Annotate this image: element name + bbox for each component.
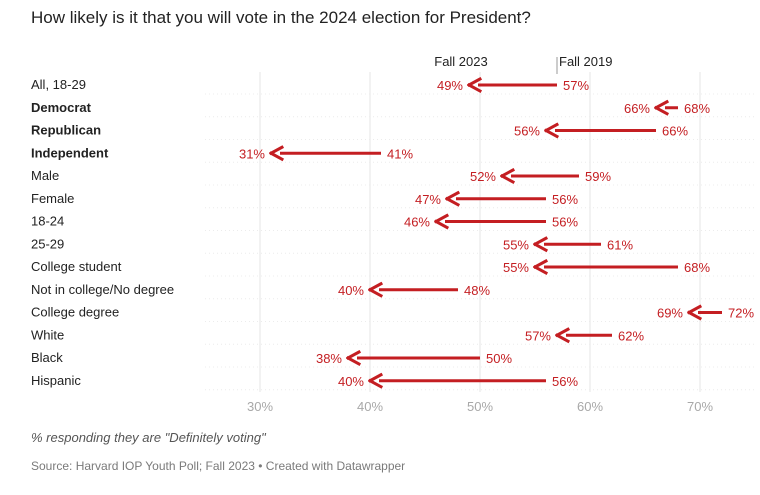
arrowhead-icon — [499, 167, 516, 185]
chart-row: Republican 56% 66% — [31, 122, 688, 139]
value-label-fall-2019: 56% — [552, 192, 578, 207]
arrowhead-icon — [653, 99, 670, 116]
arrowhead-icon — [444, 190, 461, 207]
arrowhead-icon — [367, 372, 384, 389]
value-label-fall-2023: 66% — [624, 101, 650, 116]
value-label-fall-2019: 68% — [684, 260, 710, 275]
arrowhead-icon — [466, 76, 483, 94]
series-labels: Fall 2023 Fall 2019 — [434, 54, 612, 74]
chart-row: Independent 31% 41% — [31, 145, 413, 162]
arrowhead-icon — [268, 145, 285, 162]
chart-row: College degree 69% 72% — [31, 304, 754, 321]
value-label-fall-2023: 69% — [657, 306, 683, 321]
value-label-fall-2019: 72% — [728, 306, 754, 321]
value-label-fall-2019: 59% — [585, 169, 611, 184]
x-tick-label: 50% — [467, 399, 493, 414]
row-label: College degree — [31, 305, 119, 320]
x-tick-label: 60% — [577, 399, 603, 414]
chart-row: All, 18-29 49% 57% — [31, 76, 589, 94]
row-label: Hispanic — [31, 373, 81, 388]
value-label-fall-2019: 48% — [464, 283, 490, 298]
x-tick-label: 70% — [687, 399, 713, 414]
arrowhead-icon — [686, 304, 703, 321]
chart-row: Black 38% 50% — [31, 349, 512, 367]
row-label: Male — [31, 168, 59, 183]
value-label-fall-2023: 40% — [338, 283, 364, 298]
arrowhead-icon — [532, 236, 549, 253]
value-label-fall-2023: 40% — [338, 374, 364, 389]
value-label-fall-2019: 68% — [684, 101, 710, 116]
series-label-fall-2023: Fall 2023 — [434, 54, 487, 69]
chart-row: 18-24 46% 56% — [31, 213, 578, 230]
row-label: Not in college/No degree — [31, 282, 174, 297]
chart-row: Hispanic 40% 56% — [31, 372, 578, 389]
chart-row: College student 55% 68% — [31, 258, 710, 276]
row-label: White — [31, 327, 64, 342]
value-label-fall-2023: 56% — [514, 124, 540, 139]
chart-title: How likely is it that you will vote in t… — [31, 8, 531, 27]
chart-rows: All, 18-29 49% 57% Democrat 66% 68% Republican… — [31, 76, 754, 389]
value-label-fall-2019: 57% — [563, 78, 589, 93]
value-label-fall-2023: 55% — [503, 260, 529, 275]
row-label: Black — [31, 350, 63, 365]
chart-row: Male 52% 59% — [31, 167, 611, 185]
arrowhead-icon — [554, 327, 571, 344]
chart-row: 25-29 55% 61% — [31, 236, 633, 253]
value-label-fall-2023: 31% — [239, 146, 265, 161]
row-label: Republican — [31, 123, 101, 138]
chart-row: Democrat 66% 68% — [31, 99, 710, 116]
value-label-fall-2023: 38% — [316, 351, 342, 366]
value-label-fall-2019: 62% — [618, 328, 644, 343]
value-label-fall-2023: 52% — [470, 169, 496, 184]
series-label-fall-2019: Fall 2019 — [559, 54, 612, 69]
value-label-fall-2019: 66% — [662, 124, 688, 139]
row-label: 18-24 — [31, 214, 64, 229]
chart-note: % responding they are "Definitely voting… — [31, 430, 266, 445]
row-label: Female — [31, 191, 74, 206]
chart-row: Female 47% 56% — [31, 190, 578, 207]
chart-row: Not in college/No degree 40% 48% — [31, 281, 490, 298]
row-label: Democrat — [31, 100, 92, 115]
row-label: College student — [31, 259, 122, 274]
value-label-fall-2019: 41% — [387, 146, 413, 161]
x-tick-label: 30% — [247, 399, 273, 414]
arrowhead-icon — [345, 349, 362, 367]
value-label-fall-2019: 56% — [552, 215, 578, 230]
x-axis-ticks: 30% 40% 50% 60% 70% — [247, 399, 713, 414]
x-tick-label: 40% — [357, 399, 383, 414]
value-label-fall-2019: 56% — [552, 374, 578, 389]
gridlines — [259, 72, 701, 392]
value-label-fall-2019: 61% — [607, 237, 633, 252]
arrowhead-icon — [367, 281, 384, 298]
value-label-fall-2023: 47% — [415, 192, 441, 207]
row-label: Independent — [31, 145, 109, 160]
value-label-fall-2023: 49% — [437, 78, 463, 93]
value-label-fall-2023: 46% — [404, 215, 430, 230]
row-label: 25-29 — [31, 236, 64, 251]
arrowhead-icon — [532, 258, 549, 276]
value-label-fall-2023: 55% — [503, 237, 529, 252]
chart-row: White 57% 62% — [31, 327, 644, 344]
value-label-fall-2019: 50% — [486, 351, 512, 366]
arrowhead-icon — [543, 122, 560, 139]
value-label-fall-2023: 57% — [525, 328, 551, 343]
chart-source: Source: Harvard IOP Youth Poll; Fall 202… — [31, 459, 406, 473]
row-label: All, 18-29 — [31, 77, 86, 92]
arrow-chart: Fall 2023 Fall 2019 All, 18-29 49% 57% Democ… — [31, 54, 755, 414]
arrowhead-icon — [433, 213, 450, 230]
